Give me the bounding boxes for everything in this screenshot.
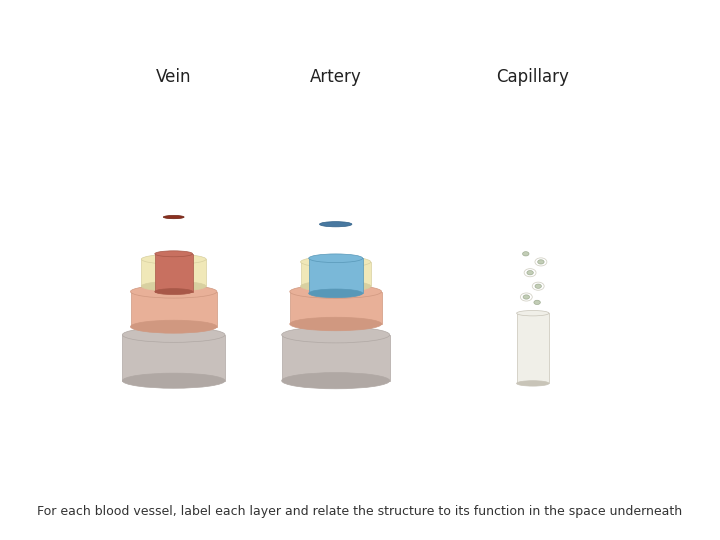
FancyBboxPatch shape [309,258,363,293]
Ellipse shape [155,251,193,257]
Ellipse shape [282,373,390,389]
Ellipse shape [122,327,225,342]
Ellipse shape [290,285,382,298]
Ellipse shape [534,300,540,305]
Ellipse shape [130,320,217,333]
Ellipse shape [141,254,206,264]
Ellipse shape [516,310,549,316]
FancyBboxPatch shape [130,292,217,327]
Text: Capillary: Capillary [496,69,570,86]
FancyBboxPatch shape [282,335,390,381]
Text: Artery: Artery [310,69,361,86]
Ellipse shape [282,327,390,343]
Ellipse shape [141,281,206,291]
Ellipse shape [163,215,184,219]
Ellipse shape [122,373,225,388]
FancyBboxPatch shape [517,313,549,383]
FancyBboxPatch shape [289,292,382,324]
Ellipse shape [309,254,363,262]
Ellipse shape [523,295,530,299]
Ellipse shape [301,256,371,267]
Ellipse shape [301,281,371,292]
FancyBboxPatch shape [301,262,371,286]
Ellipse shape [309,289,363,298]
Text: For each blood vessel, label each layer and relate the structure to its function: For each blood vessel, label each layer … [37,505,683,518]
Ellipse shape [527,271,534,275]
Text: Vein: Vein [156,69,192,86]
FancyBboxPatch shape [155,254,193,292]
Ellipse shape [538,260,544,264]
FancyBboxPatch shape [141,259,206,286]
Ellipse shape [130,285,217,298]
Ellipse shape [516,381,549,386]
FancyBboxPatch shape [122,335,225,381]
Ellipse shape [535,284,541,288]
Ellipse shape [290,317,382,330]
Ellipse shape [155,288,193,295]
Ellipse shape [523,252,529,256]
Ellipse shape [320,221,352,227]
